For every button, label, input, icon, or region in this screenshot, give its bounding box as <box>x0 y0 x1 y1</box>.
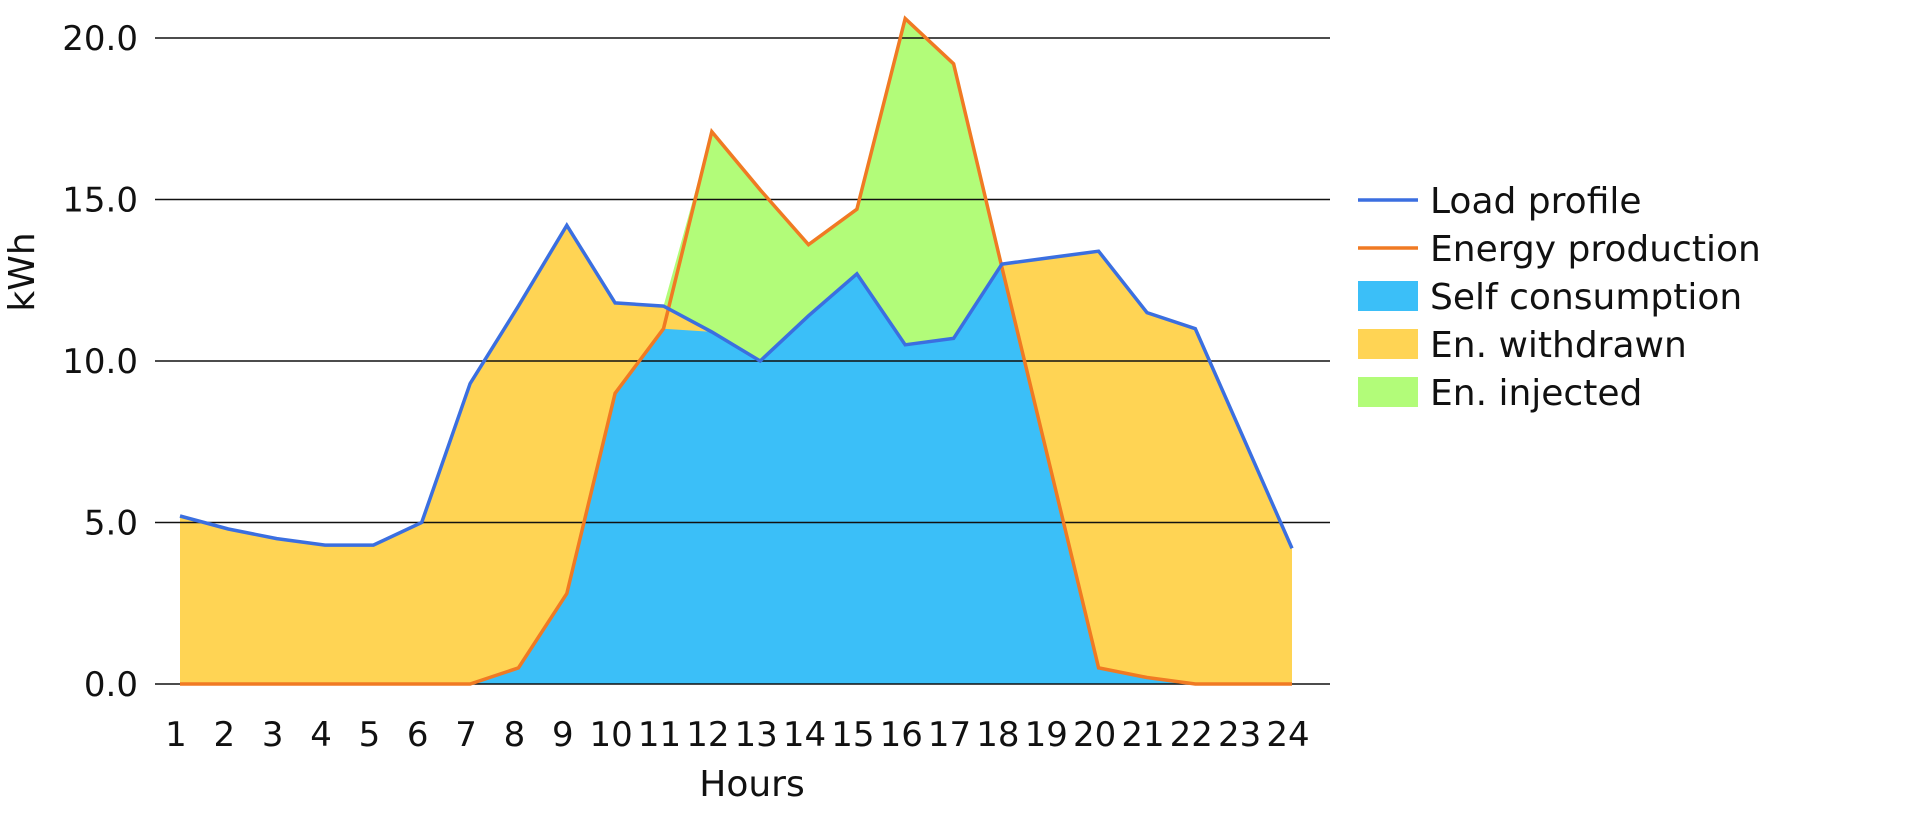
y-tick-label: 5.0 <box>84 504 138 544</box>
areas-layer <box>180 18 1292 685</box>
y-tick-label: 0.0 <box>84 665 138 705</box>
x-tick-label: 4 <box>310 715 332 755</box>
x-tick-label: 8 <box>504 715 526 755</box>
line-load-profile <box>179 221 1294 550</box>
x-tick-label: 16 <box>880 715 923 755</box>
legend-swatch-en-injected <box>1358 377 1418 407</box>
x-axis-ticks: 1 2 3 4 5 6 7 8 9 10 11 12 13 14 15 16 17 18 19 20 21 22 23 24 <box>165 715 1309 755</box>
legend-swatch-self-consumption <box>1358 281 1418 311</box>
x-tick-label: 14 <box>783 715 826 755</box>
area-self-consumption <box>180 267 1292 684</box>
x-tick-label: 1 <box>165 715 187 755</box>
x-tick-label: 2 <box>214 715 236 755</box>
x-tick-label: 17 <box>928 715 971 755</box>
y-axis-ticks: 0.0 5.0 10.0 15.0 20.0 <box>62 19 138 705</box>
legend-label-self-consumption: Self consumption <box>1430 277 1742 318</box>
y-axis-title: kWh <box>2 232 43 311</box>
x-tick-label: 18 <box>976 715 1019 755</box>
legend-label-load-profile: Load profile <box>1430 181 1642 222</box>
legend-label-energy-production: Energy production <box>1430 229 1761 270</box>
x-tick-label: 3 <box>262 715 284 755</box>
x-tick-label: 12 <box>686 715 729 755</box>
legend-label-en-injected: En. injected <box>1430 373 1642 414</box>
x-tick-label: 9 <box>552 715 574 755</box>
legend-label-en-withdrawn: En. withdrawn <box>1430 325 1687 366</box>
y-tick-label: 15.0 <box>62 181 138 221</box>
x-tick-label: 10 <box>589 715 632 755</box>
x-tick-label: 7 <box>455 715 477 755</box>
x-axis-title: Hours <box>699 764 804 805</box>
x-tick-label: 6 <box>407 715 429 755</box>
x-tick-label: 23 <box>1218 715 1261 755</box>
y-tick-label: 10.0 <box>62 342 138 382</box>
x-tick-label: 15 <box>831 715 874 755</box>
legend: Load profile Energy production Self consum… <box>1358 181 1761 414</box>
x-tick-label: 13 <box>735 715 778 755</box>
y-tick-label: 20.0 <box>62 19 138 59</box>
x-tick-label: 5 <box>359 715 381 755</box>
x-tick-label: 11 <box>638 715 681 755</box>
x-tick-label: 20 <box>1073 715 1116 755</box>
line-energy-production <box>180 15 1292 686</box>
gridlines <box>155 37 1330 685</box>
legend-swatch-en-withdrawn <box>1358 329 1418 359</box>
series-lines <box>179 15 1294 686</box>
x-tick-label: 24 <box>1266 715 1309 755</box>
x-tick-label: 21 <box>1121 715 1164 755</box>
x-tick-label: 19 <box>1025 715 1068 755</box>
x-tick-label: 22 <box>1170 715 1213 755</box>
